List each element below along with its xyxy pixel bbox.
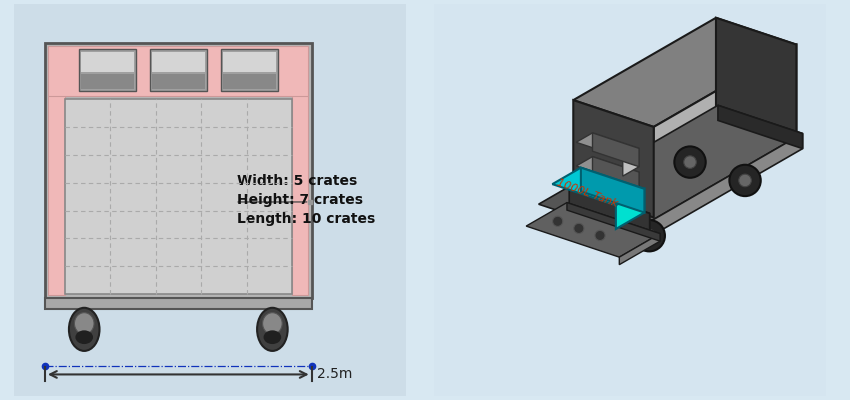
Polygon shape: [619, 213, 649, 252]
Polygon shape: [623, 196, 639, 224]
Polygon shape: [581, 168, 644, 212]
Circle shape: [643, 230, 655, 242]
Polygon shape: [616, 189, 644, 229]
Polygon shape: [716, 18, 796, 135]
Ellipse shape: [263, 313, 282, 334]
Text: 1000L Tank: 1000L Tank: [556, 177, 620, 209]
Polygon shape: [652, 134, 802, 236]
Bar: [152, 52, 205, 72]
Polygon shape: [526, 202, 660, 257]
Bar: [48, 46, 65, 295]
Bar: [65, 99, 292, 294]
Circle shape: [595, 230, 605, 240]
Polygon shape: [567, 202, 660, 241]
Bar: [81, 74, 133, 89]
Bar: [79, 50, 136, 91]
Polygon shape: [654, 45, 796, 218]
Polygon shape: [576, 180, 639, 205]
Circle shape: [588, 211, 600, 224]
Bar: [45, 298, 312, 309]
Bar: [223, 74, 275, 89]
Bar: [150, 50, 207, 91]
Polygon shape: [592, 180, 639, 214]
Text: Height: 7 crates: Height: 7 crates: [237, 193, 363, 207]
Ellipse shape: [264, 330, 281, 344]
Bar: [152, 74, 205, 89]
Circle shape: [729, 165, 761, 196]
Polygon shape: [539, 186, 649, 231]
Bar: [223, 52, 275, 72]
Polygon shape: [623, 148, 639, 176]
Text: Length: 10 crates: Length: 10 crates: [237, 212, 376, 226]
Text: Width: 5 crates: Width: 5 crates: [237, 174, 357, 188]
Circle shape: [552, 216, 563, 226]
Polygon shape: [573, 100, 654, 218]
Ellipse shape: [76, 330, 93, 344]
Polygon shape: [620, 234, 660, 265]
Polygon shape: [623, 172, 639, 200]
Bar: [45, 43, 312, 298]
Circle shape: [683, 156, 696, 168]
Bar: [48, 46, 309, 96]
Circle shape: [739, 174, 751, 187]
Bar: [81, 52, 133, 72]
Polygon shape: [718, 105, 802, 149]
Polygon shape: [552, 168, 644, 205]
Ellipse shape: [257, 308, 287, 351]
Polygon shape: [567, 105, 802, 220]
Polygon shape: [592, 133, 639, 167]
Polygon shape: [576, 133, 639, 158]
Circle shape: [674, 146, 706, 178]
Bar: [221, 50, 278, 91]
Circle shape: [579, 202, 610, 233]
Polygon shape: [570, 186, 649, 235]
Circle shape: [633, 220, 665, 251]
Polygon shape: [573, 18, 796, 127]
Text: 2.5m: 2.5m: [317, 368, 353, 382]
Bar: [292, 46, 309, 295]
Polygon shape: [576, 156, 639, 182]
Ellipse shape: [69, 308, 99, 351]
Polygon shape: [592, 156, 639, 190]
Circle shape: [574, 223, 584, 234]
Ellipse shape: [75, 313, 94, 334]
